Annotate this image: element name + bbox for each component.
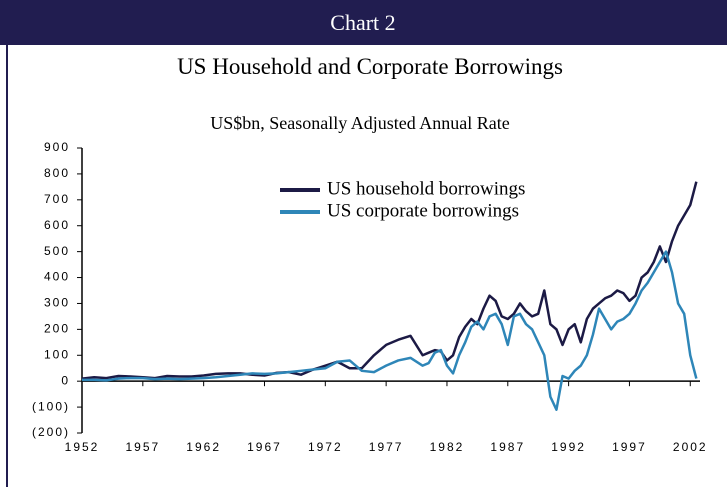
x-tick-label: 1977 (369, 440, 404, 454)
x-tick-label: 1972 (308, 440, 343, 454)
y-tick-label: 700 (44, 192, 70, 206)
x-tick-label: 1987 (490, 440, 525, 454)
y-tick-label: (200) (32, 425, 70, 439)
y-tick-label: 900 (44, 140, 70, 154)
x-tick-label: 1967 (247, 440, 282, 454)
legend-label: US corporate borrowings (327, 200, 519, 221)
subtitle: US$bn, Seasonally Adjusted Annual Rate (210, 113, 509, 133)
legend-label: US household borrowings (327, 178, 525, 199)
y-tick-label: 600 (44, 218, 70, 232)
x-tick-label: 1952 (65, 440, 100, 454)
header: Chart 2 (330, 10, 395, 35)
series-line (81, 181, 698, 380)
y-tick-label: 0 (61, 373, 70, 387)
x-tick-label: 1982 (430, 440, 465, 454)
x-tick-label: 1992 (551, 440, 586, 454)
x-tick-label: 1957 (125, 440, 160, 454)
y-tick-label: 200 (44, 322, 70, 336)
y-tick-label: 500 (44, 244, 70, 258)
chart-title: US Household and Corporate Borrowings (177, 54, 563, 79)
y-tick-label: 400 (44, 270, 70, 284)
x-tick-label: 1997 (612, 440, 647, 454)
header-bar (0, 0, 727, 45)
y-tick-label: 800 (44, 166, 70, 180)
y-tick-label: 300 (44, 296, 70, 310)
y-tick-label: 100 (44, 347, 70, 361)
series-line (82, 250, 698, 411)
x-tick-label: 1962 (186, 440, 221, 454)
x-tick-label: 2002 (673, 440, 708, 454)
y-tick-label: (100) (32, 399, 70, 413)
